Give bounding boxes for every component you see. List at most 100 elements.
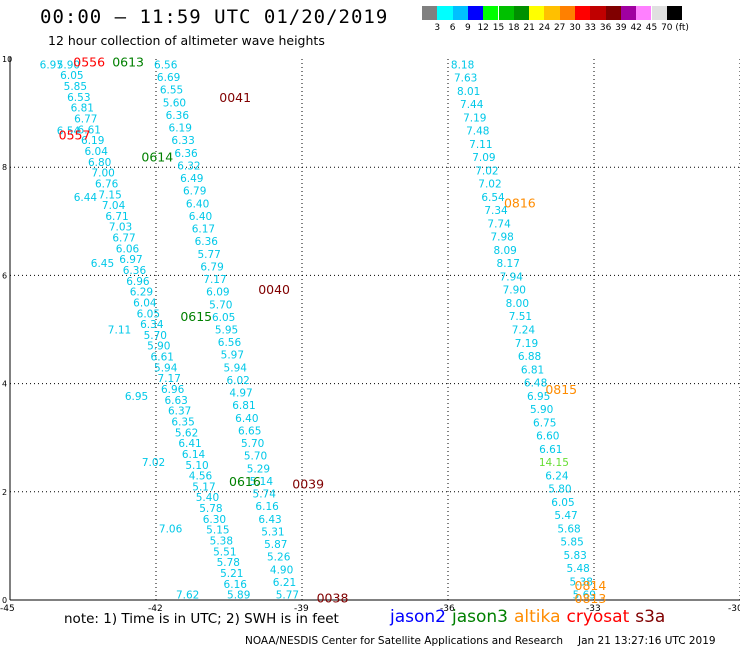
units-note: note: 1) Time is in UTC; 2) SWH is in fe… — [64, 611, 339, 627]
scale-label: 42 — [630, 23, 642, 33]
swh-value: 5.78 — [217, 557, 240, 569]
swh-value: 6.36 — [123, 265, 147, 277]
swh-value: 6.54 — [57, 126, 81, 138]
swh-value: 7.24 — [512, 325, 536, 337]
swh-value: 6.36 — [166, 110, 190, 122]
x-tick-label: -36 — [440, 604, 455, 614]
swh-value: 5.90 — [147, 341, 170, 353]
scale-swatch — [544, 6, 560, 20]
swh-value: 6.02 — [226, 375, 249, 387]
swh-value: 6.05 — [137, 308, 160, 320]
y-tick-label: 2 — [2, 488, 7, 497]
swh-value: 5.83 — [563, 550, 586, 562]
swh-value: 6.21 — [273, 577, 296, 589]
swh-value: 6.14 — [182, 449, 206, 461]
swh-value: 5.62 — [175, 427, 198, 439]
swh-value: 5.15 — [206, 525, 229, 537]
pass-time-label: 0040 — [258, 282, 290, 297]
swh-value: 5.90 — [57, 59, 80, 71]
swh-value: 6.32 — [177, 160, 200, 172]
swh-value: 5.97 — [221, 350, 244, 362]
swh-value: 7.62 — [176, 590, 199, 602]
swh-value: 5.80 — [548, 484, 571, 496]
scale-label: 3 — [434, 23, 441, 33]
swh-value: 4.56 — [189, 471, 213, 483]
swh-value: 7.15 — [98, 189, 121, 201]
scale-swatch — [498, 6, 514, 20]
scale-label: 70 — [661, 23, 673, 33]
chart-title: 00:00 – 11:59 UTC 01/20/2019 — [40, 6, 389, 28]
swh-value: 6.76 — [95, 178, 119, 190]
swh-value: 6.34 — [140, 319, 164, 331]
swh-value: 7.63 — [454, 73, 477, 85]
swh-value: 6.30 — [203, 514, 226, 526]
swh-value: 6.79 — [200, 261, 223, 273]
swh-value: 5.48 — [566, 563, 589, 575]
swh-value: 6.53 — [67, 92, 90, 104]
swh-value: 5.70 — [241, 438, 264, 450]
swh-value: 7.17 — [203, 274, 226, 286]
swh-value: 5.31 — [261, 526, 284, 538]
swh-value: 6.81 — [232, 400, 255, 412]
scale-swatch — [422, 6, 438, 20]
swh-value: 7.02 — [142, 457, 165, 469]
swh-value: 7.51 — [509, 311, 532, 323]
chart-subtitle: 12 hour collection of altimeter wave hei… — [48, 33, 325, 48]
swh-value: 6.24 — [545, 470, 569, 482]
swh-value: 6.33 — [171, 135, 194, 147]
swh-value: 6.96 — [161, 384, 185, 396]
swh-value: 6.56 — [218, 337, 242, 349]
swh-value: 7.11 — [469, 139, 492, 151]
swh-value: 6.55 — [160, 85, 183, 97]
pass-time-label: 0041 — [219, 90, 251, 105]
scale-label: 15 — [492, 23, 505, 33]
swh-value: 7.48 — [466, 126, 489, 138]
swh-value: 7.90 — [503, 285, 526, 297]
swh-value: 7.17 — [158, 373, 181, 385]
swh-value: 6.37 — [168, 406, 191, 418]
swh-value: 6.04 — [133, 297, 157, 309]
swh-value: 7.02 — [478, 179, 501, 191]
swh-value: 6.19 — [169, 123, 192, 135]
swh-value: 7.19 — [515, 338, 538, 350]
swh-value: 5.77 — [197, 249, 220, 261]
swh-value: 6.05 — [60, 70, 83, 82]
swh-value: 5.95 — [215, 325, 238, 337]
y-tick-label: 10 — [2, 55, 12, 64]
pass-time-label: 0613 — [112, 55, 144, 70]
swh-value: 5.47 — [554, 510, 577, 522]
swh-value: 6.77 — [112, 233, 135, 245]
scale-label: 18 — [508, 23, 520, 33]
scale-label: 33 — [584, 23, 597, 33]
swh-value: 6.16 — [224, 579, 248, 591]
swh-value: 8.18 — [451, 59, 474, 71]
swh-value: 5.74 — [253, 489, 277, 501]
scale-label: 36 — [599, 23, 612, 33]
x-tick-label: -42 — [148, 604, 163, 614]
swh-value: 5.17 — [192, 481, 215, 493]
scale-swatch — [559, 6, 575, 20]
x-tick-label: -45 — [0, 604, 15, 614]
swh-value: 5.21 — [220, 568, 243, 580]
swh-value: 6.61 — [78, 124, 101, 136]
swh-value: 5.26 — [267, 552, 291, 564]
legend-jason3: jason3 — [452, 607, 508, 627]
swh-value: 6.79 — [183, 186, 206, 198]
swh-value: 7.04 — [102, 200, 126, 212]
swh-value: 7.34 — [484, 205, 508, 217]
swh-value: 7.11 — [108, 325, 131, 337]
swh-value: 6.17 — [192, 224, 215, 236]
swh-value: 6.61 — [539, 444, 562, 456]
swh-value: 7.19 — [463, 112, 486, 124]
swh-value: 7.94 — [500, 271, 524, 283]
swh-value: 5.51 — [213, 546, 236, 558]
scale-label: 30 — [569, 23, 581, 33]
y-tick-label: 0 — [2, 596, 7, 605]
swh-value: 6.40 — [186, 198, 209, 210]
swh-value: 6.95 — [527, 391, 550, 403]
scale-swatch — [513, 6, 530, 20]
swh-value: 6.95 — [125, 391, 148, 403]
swh-value: 6.80 — [88, 157, 111, 169]
credit-text: NOAA/NESDIS Center for Satellite Applica… — [245, 635, 563, 647]
swh-value: 5.85 — [64, 81, 87, 93]
